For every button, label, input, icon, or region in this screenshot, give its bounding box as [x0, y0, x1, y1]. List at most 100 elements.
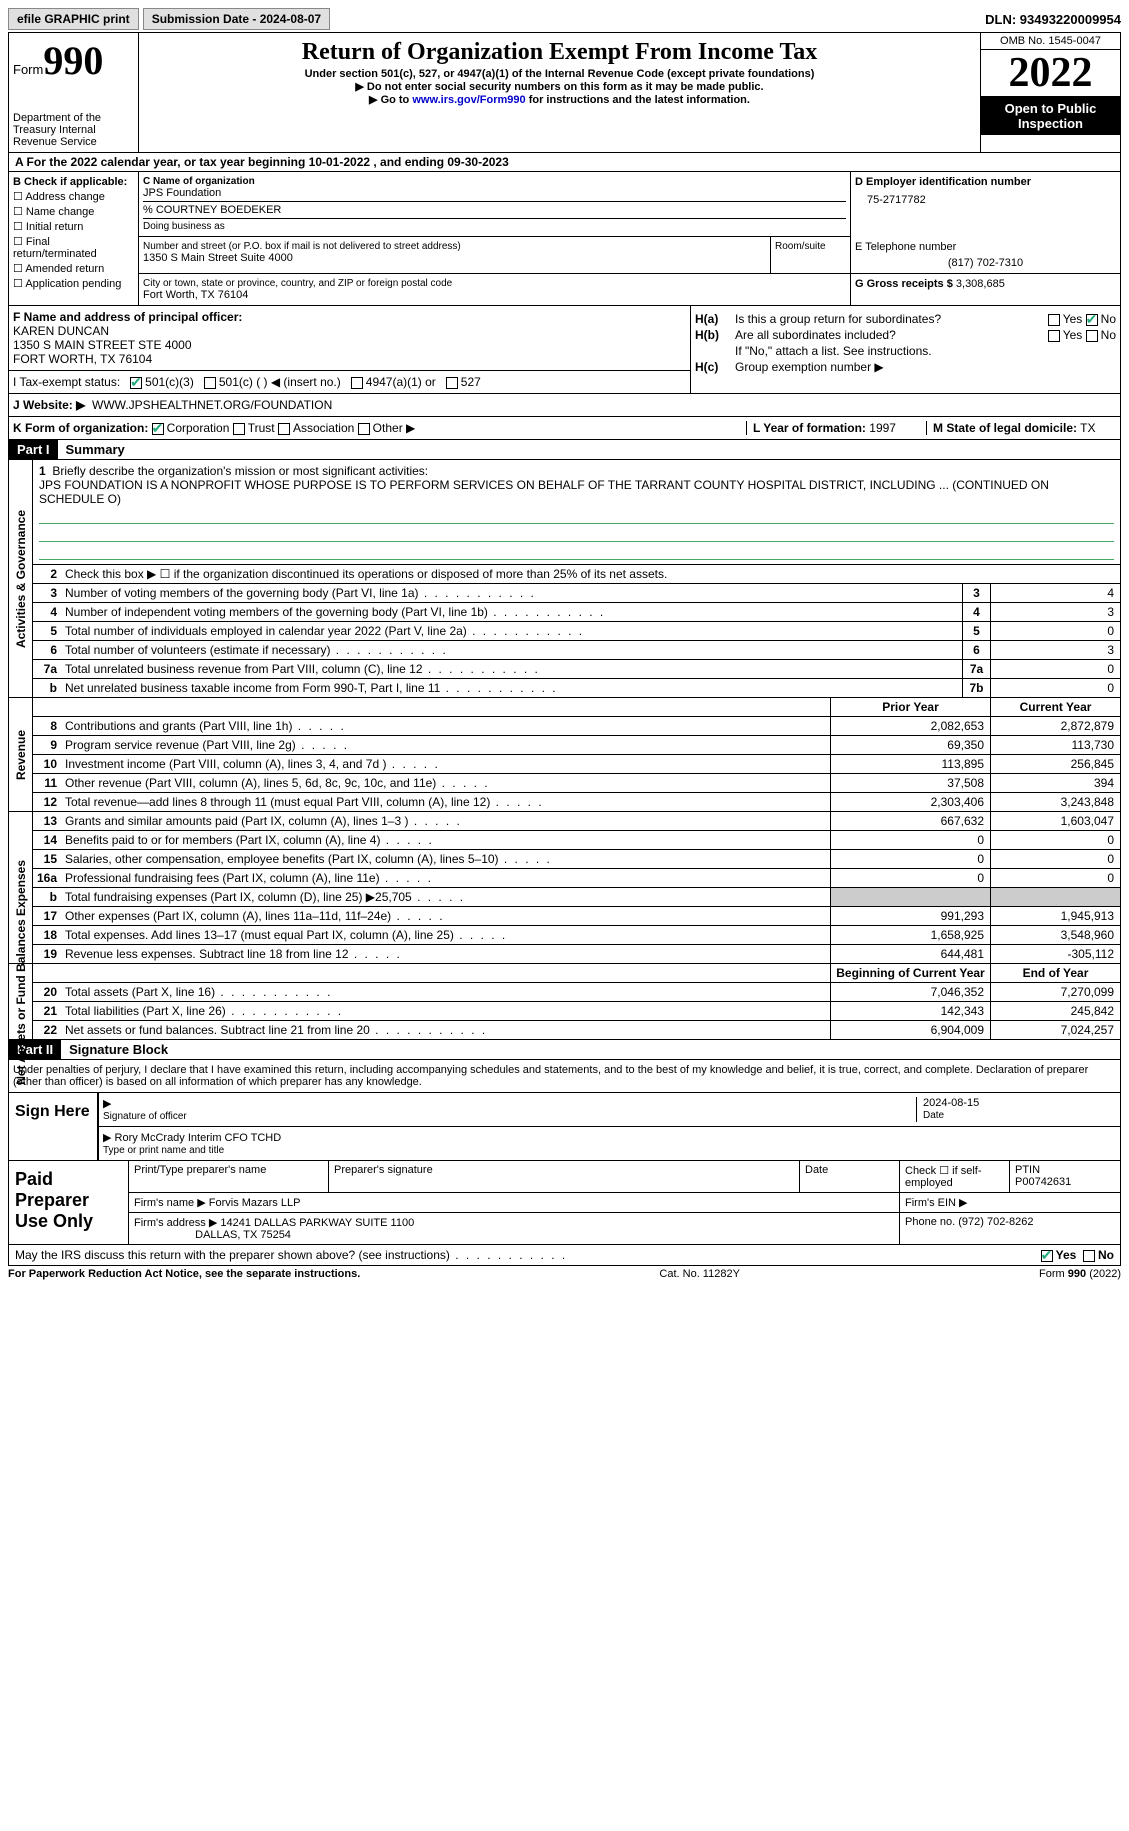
- expense-line: 15Salaries, other compensation, employee…: [33, 850, 1120, 869]
- prep-name-lbl: Print/Type preparer's name: [129, 1161, 329, 1192]
- vlabel-na: Net Assets or Fund Balances: [14, 919, 28, 1085]
- preparer-block: Paid Preparer Use Only Print/Type prepar…: [8, 1161, 1121, 1245]
- chk-address[interactable]: ☐ Address change: [13, 190, 134, 203]
- summary-line: bNet unrelated business taxable income f…: [33, 679, 1120, 697]
- c-city: City or town, state or province, country…: [139, 274, 850, 305]
- revenue-line: 12Total revenue—add lines 8 through 11 (…: [33, 793, 1120, 811]
- netassets-line: 22Net assets or fund balances. Subtract …: [33, 1021, 1120, 1039]
- vlabel-exp: Expenses: [14, 859, 28, 915]
- col-b: B Check if applicable: ☐ Address change …: [9, 172, 139, 305]
- irs-no[interactable]: No: [1083, 1248, 1114, 1262]
- hdr-current: Current Year: [990, 698, 1120, 716]
- section-bc: B Check if applicable: ☐ Address change …: [8, 172, 1121, 306]
- form-title: Return of Organization Exempt From Incom…: [143, 39, 976, 66]
- efile-btn[interactable]: efile GRAPHIC print: [8, 8, 139, 30]
- summary-rev: Revenue Prior YearCurrent Year 8Contribu…: [8, 698, 1121, 812]
- sign-block: Sign Here ▶Signature of officer 2024-08-…: [8, 1093, 1121, 1161]
- chk-pending[interactable]: ☐ Application pending: [13, 277, 134, 290]
- k-corp[interactable]: Corporation: [152, 421, 230, 435]
- vlabel-rev: Revenue: [14, 729, 28, 779]
- dept: Department of the Treasury Internal Reve…: [13, 112, 134, 148]
- irs-yes[interactable]: Yes: [1041, 1248, 1077, 1262]
- irs-link[interactable]: www.irs.gov/Form990: [412, 94, 525, 106]
- k-trust[interactable]: Trust: [233, 421, 275, 435]
- expense-line: 18Total expenses. Add lines 13–17 (must …: [33, 926, 1120, 945]
- hdr-end: End of Year: [990, 964, 1120, 982]
- part1-header: Part I Summary: [8, 440, 1121, 460]
- footer-mid: Cat. No. 11282Y: [360, 1268, 1039, 1280]
- k-assoc[interactable]: Association: [278, 421, 354, 435]
- part2-header: Part II Signature Block: [8, 1040, 1121, 1060]
- subtitle-2: ▶ Do not enter social security numbers o…: [143, 80, 976, 93]
- tax-year: 2022: [981, 50, 1120, 97]
- summary-na: Net Assets or Fund Balances Beginning of…: [8, 964, 1121, 1040]
- mission-text: JPS FOUNDATION IS A NONPROFIT WHOSE PURP…: [39, 478, 1049, 506]
- sign-here: Sign Here: [9, 1093, 99, 1160]
- row-fh: F Name and address of principal officer:…: [8, 306, 1121, 394]
- row-a: A For the 2022 calendar year, or tax yea…: [8, 153, 1121, 172]
- summary-line: 6Total number of volunteers (estimate if…: [33, 641, 1120, 660]
- submission-btn[interactable]: Submission Date - 2024-08-07: [143, 8, 330, 30]
- gross-receipts: 3,308,685: [956, 278, 1005, 290]
- subtitle-1: Under section 501(c), 527, or 4947(a)(1)…: [143, 68, 976, 80]
- prep-date-lbl: Date: [800, 1161, 900, 1192]
- col-d: D Employer identification number 75-2717…: [850, 172, 1120, 237]
- chk-name[interactable]: ☐ Name change: [13, 205, 134, 218]
- chk-final[interactable]: ☐ Final return/terminated: [13, 235, 134, 260]
- revenue-line: 10Investment income (Part VIII, column (…: [33, 755, 1120, 774]
- hdr-prior: Prior Year: [830, 698, 990, 716]
- netassets-line: 21Total liabilities (Part X, line 26)142…: [33, 1002, 1120, 1021]
- i-527[interactable]: 527: [446, 375, 481, 389]
- subtitle-3: ▶ Go to www.irs.gov/Form990 for instruct…: [143, 93, 976, 106]
- omb: OMB No. 1545-0047: [981, 33, 1120, 50]
- row-k: K Form of organization: Corporation Trus…: [8, 417, 1121, 440]
- summary-ag: Activities & Governance 1 Briefly descri…: [8, 460, 1121, 698]
- prep-ptin: PTINP00742631: [1010, 1161, 1120, 1192]
- footer-left: For Paperwork Reduction Act Notice, see …: [8, 1268, 360, 1280]
- c-room: Room/suite: [770, 237, 850, 273]
- summary-line: 4Number of independent voting members of…: [33, 603, 1120, 622]
- website[interactable]: WWW.JPSHEALTHNET.ORG/FOUNDATION: [92, 398, 332, 412]
- hdr-begin: Beginning of Current Year: [830, 964, 990, 982]
- i-501c3[interactable]: 501(c)(3): [130, 375, 194, 389]
- chk-amended[interactable]: ☐ Amended return: [13, 262, 134, 275]
- form-number: 990: [43, 38, 103, 83]
- form-prefix: Form: [13, 62, 43, 77]
- b-header: B Check if applicable:: [13, 176, 127, 188]
- footer-right: Form 990 (2022): [1039, 1268, 1121, 1280]
- sig-date: 2024-08-15: [923, 1097, 979, 1109]
- firm-name: Forvis Mazars LLP: [209, 1197, 301, 1209]
- prep-self-lbl[interactable]: Check ☐ if self-employed: [900, 1161, 1010, 1192]
- summary-line: 3Number of voting members of the governi…: [33, 584, 1120, 603]
- c-name: C Name of organization JPS Foundation % …: [139, 172, 850, 237]
- expense-line: 13Grants and similar amounts paid (Part …: [33, 812, 1120, 831]
- chk-initial[interactable]: ☐ Initial return: [13, 220, 134, 233]
- col-e: E Telephone number (817) 702-7310: [850, 237, 1120, 273]
- i-4947[interactable]: 4947(a)(1) or: [351, 375, 436, 389]
- col-f: F Name and address of principal officer:…: [9, 306, 690, 393]
- revenue-line: 8Contributions and grants (Part VIII, li…: [33, 717, 1120, 736]
- i-501c[interactable]: 501(c) ( ) ◀ (insert no.): [204, 375, 341, 389]
- expense-line: bTotal fundraising expenses (Part IX, co…: [33, 888, 1120, 907]
- topbar: efile GRAPHIC print Submission Date - 20…: [8, 8, 1121, 30]
- expense-line: 14Benefits paid to or for members (Part …: [33, 831, 1120, 850]
- row-j: J Website: ▶ WWW.JPSHEALTHNET.ORG/FOUNDA…: [8, 394, 1121, 417]
- k-other[interactable]: Other ▶: [358, 421, 416, 435]
- sig-intro: Under penalties of perjury, I declare th…: [8, 1060, 1121, 1093]
- form-header: Form990 Department of the Treasury Inter…: [8, 32, 1121, 153]
- summary-exp: Expenses 13Grants and similar amounts pa…: [8, 812, 1121, 964]
- phone: (817) 702-7310: [855, 257, 1116, 269]
- summary-line: 5Total number of individuals employed in…: [33, 622, 1120, 641]
- line-1: 1 Briefly describe the organization's mi…: [33, 460, 1120, 564]
- dln: DLN: 93493220009954: [985, 12, 1121, 27]
- footer: For Paperwork Reduction Act Notice, see …: [8, 1266, 1121, 1282]
- col-h: H(a)Is this a group return for subordina…: [690, 306, 1120, 393]
- expense-line: 19Revenue less expenses. Subtract line 1…: [33, 945, 1120, 963]
- summary-line: 7aTotal unrelated business revenue from …: [33, 660, 1120, 679]
- firm-ein: Firm's EIN ▶: [900, 1193, 1120, 1212]
- vlabel-ag: Activities & Governance: [14, 509, 28, 647]
- netassets-line: 20Total assets (Part X, line 16)7,046,35…: [33, 983, 1120, 1002]
- ein: 75-2717782: [855, 194, 1116, 206]
- line-2: Check this box ▶ ☐ if the organization d…: [61, 565, 1120, 583]
- col-g: G Gross receipts $ 3,308,685: [850, 274, 1120, 305]
